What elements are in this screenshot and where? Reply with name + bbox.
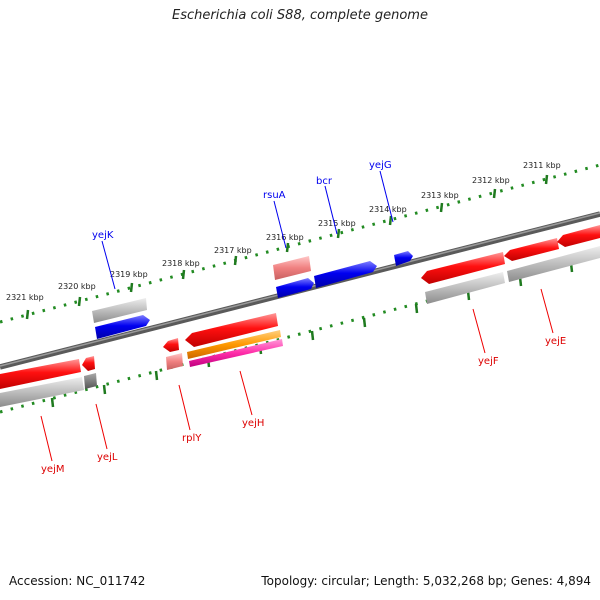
leader-lines-forward xyxy=(101,170,394,290)
gene-yejM[interactable] xyxy=(0,359,81,389)
gene-label-yejE[interactable]: yejE xyxy=(545,336,566,347)
kbp-label: 2320 kbp xyxy=(58,282,96,291)
gene-yejK[interactable] xyxy=(95,315,150,339)
gene-labels-forward: yejG bcr rsuA yejK xyxy=(92,160,392,241)
gene-label-yejK[interactable]: yejK xyxy=(92,230,114,241)
kbp-label: 2316 kbp xyxy=(266,233,304,242)
gene-rplY[interactable] xyxy=(163,338,179,352)
gene-bcr[interactable] xyxy=(314,261,377,288)
genome-summary-text: Topology: circular; Length: 5,032,268 bp… xyxy=(261,574,591,588)
kbp-label: 2318 kbp xyxy=(162,259,200,268)
page-title: Escherichia coli S88, complete genome xyxy=(172,8,428,23)
gene-yejH[interactable] xyxy=(185,313,278,347)
gene-rsuA-rna[interactable] xyxy=(273,256,311,280)
kbp-label: 2317 kbp xyxy=(214,246,252,255)
gene-label-yejM[interactable]: yejM xyxy=(41,464,64,475)
kbp-label: 2313 kbp xyxy=(421,191,459,200)
forward-genes xyxy=(92,251,413,339)
kbp-label: 2315 kbp xyxy=(318,219,356,228)
gene-yejG[interactable] xyxy=(394,251,413,266)
gene-yejF-pseudo[interactable] xyxy=(425,272,505,304)
gene-label-bcr[interactable]: bcr xyxy=(316,176,333,187)
gene-yejE[interactable] xyxy=(504,238,559,261)
gene-yejE-pseudo[interactable] xyxy=(507,246,600,282)
scale-track-bottom xyxy=(0,254,600,414)
gene-label-yejL[interactable]: yejL xyxy=(97,452,118,463)
gene-label-yejF[interactable]: yejF xyxy=(478,356,499,367)
kbp-label: 2319 kbp xyxy=(110,270,148,279)
major-ticks-top xyxy=(25,174,549,320)
gene-yejL[interactable] xyxy=(82,356,95,371)
gene-yejH-magenta[interactable] xyxy=(189,339,283,367)
gene-labels-reverse: yejE yejF yejH rplY yejL yejM xyxy=(41,336,566,475)
reverse-genes xyxy=(0,225,600,407)
kbp-labels: 2311 kbp 2312 kbp 2313 kbp 2314 kbp 2315… xyxy=(6,161,561,302)
gene-label-rsuA[interactable]: rsuA xyxy=(263,190,286,201)
kbp-label: 2314 kbp xyxy=(369,205,407,214)
kbp-label: 2312 kbp xyxy=(472,176,510,185)
gene-label-yejG[interactable]: yejG xyxy=(369,160,392,171)
gene-rsuA[interactable] xyxy=(276,278,314,298)
gene-yejL-pseudo[interactable] xyxy=(84,373,97,389)
accession-text: Accession: NC_011742 xyxy=(9,574,146,588)
gene-rplY-rna[interactable] xyxy=(166,353,183,370)
kbp-label: 2321 kbp xyxy=(6,293,44,302)
gene-yejK-pseudo[interactable] xyxy=(92,298,147,323)
gene-yejE-right[interactable] xyxy=(557,225,600,247)
kbp-label: 2311 kbp xyxy=(523,161,561,170)
gene-label-rplY[interactable]: rplY xyxy=(182,433,202,444)
gene-yejM-pseudo[interactable] xyxy=(0,377,84,407)
gene-yejF[interactable] xyxy=(421,252,505,284)
leader-lines-reverse xyxy=(40,288,554,462)
gene-label-yejH[interactable]: yejH xyxy=(242,418,264,429)
gene-yejH-orange[interactable] xyxy=(187,330,281,359)
scale-track-top xyxy=(0,163,600,324)
